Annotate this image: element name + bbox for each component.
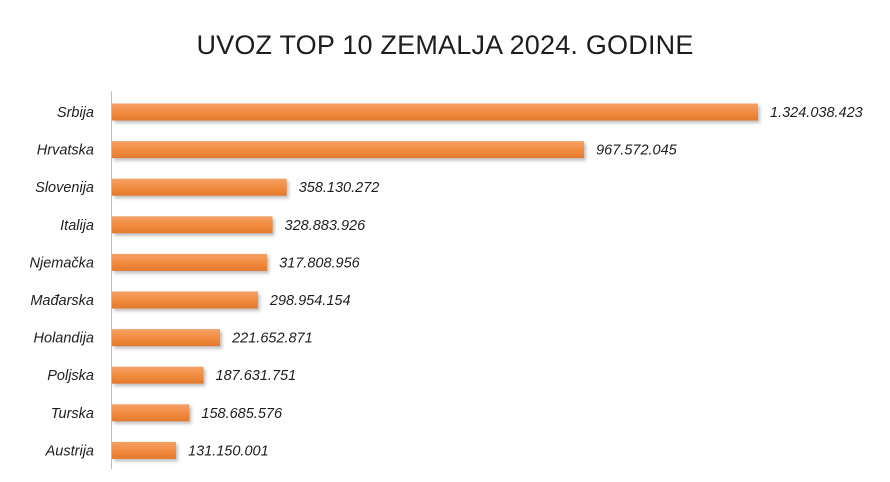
category-label: Turska bbox=[51, 406, 94, 422]
bar-4 bbox=[112, 216, 273, 234]
category-label: Italija bbox=[60, 218, 94, 234]
category-label: Mađarska bbox=[30, 293, 94, 309]
bars-group bbox=[112, 103, 758, 459]
value-label: 158.685.576 bbox=[201, 406, 283, 422]
category-label: Hrvatska bbox=[37, 143, 94, 159]
bar-8 bbox=[112, 366, 204, 384]
bar-5 bbox=[112, 253, 268, 271]
category-label: Holandija bbox=[34, 331, 94, 347]
value-label: 298.954.154 bbox=[269, 293, 351, 309]
category-label: Slovenija bbox=[35, 180, 94, 196]
category-labels-group: Srbija Hrvatska Slovenija Italija Njemačka Ma… bbox=[30, 105, 94, 459]
value-label: 328.883.926 bbox=[285, 218, 367, 234]
value-label: 358.130.272 bbox=[299, 180, 380, 196]
bar-10 bbox=[112, 441, 176, 459]
bar-1 bbox=[112, 103, 758, 121]
bar-7 bbox=[112, 329, 221, 347]
category-label: Austrija bbox=[45, 443, 94, 459]
category-label: Srbija bbox=[57, 105, 94, 121]
value-label: 967.572.045 bbox=[596, 143, 678, 159]
value-label: 221.652.871 bbox=[231, 331, 313, 347]
bar-2 bbox=[112, 141, 585, 159]
value-label: 131.150.001 bbox=[188, 443, 269, 459]
bar-3 bbox=[112, 178, 287, 196]
value-labels-group: 1.324.038.423 967.572.045 358.130.272 328.8… bbox=[188, 105, 863, 459]
category-label: Njemačka bbox=[30, 255, 94, 271]
value-label: 317.808.956 bbox=[279, 255, 361, 271]
category-label: Poljska bbox=[47, 368, 94, 384]
value-label: 187.631.751 bbox=[216, 368, 297, 384]
value-label: 1.324.038.423 bbox=[770, 105, 863, 121]
chart-title: UVOZ TOP 10 ZEMALJA 2024. GODINE bbox=[196, 30, 694, 60]
bar-6 bbox=[112, 291, 258, 309]
bar-9 bbox=[112, 404, 190, 422]
